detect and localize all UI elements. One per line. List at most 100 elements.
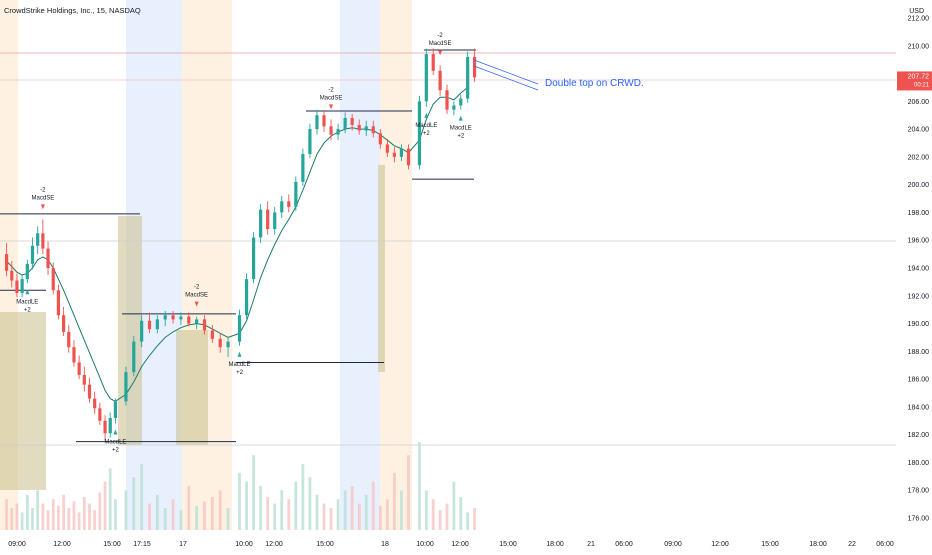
trend-line bbox=[473, 65, 539, 91]
y-tick-label: 196.00 bbox=[908, 238, 930, 245]
candle-body bbox=[237, 315, 242, 342]
x-tick-label: 15:00 bbox=[499, 541, 517, 548]
candle-body bbox=[10, 270, 14, 281]
x-tick-label: 09:00 bbox=[8, 541, 26, 548]
volume-bar bbox=[46, 510, 50, 530]
volume-bar bbox=[329, 508, 333, 530]
signal-value: -2 bbox=[437, 33, 443, 39]
x-tick-label: 06:00 bbox=[876, 541, 894, 548]
volume-bar bbox=[350, 486, 354, 530]
x-tick-label: 10:00 bbox=[235, 541, 253, 548]
candle-body bbox=[364, 126, 368, 131]
strategy-signal[interactable]: MacdLE +2 bbox=[450, 115, 472, 140]
candle-body bbox=[61, 315, 66, 332]
candle-body bbox=[20, 279, 24, 293]
y-tick-label: 200.00 bbox=[908, 182, 930, 189]
arrow-down-icon bbox=[438, 50, 443, 56]
volume-bar bbox=[287, 499, 291, 530]
signal-value: +2 bbox=[112, 448, 120, 454]
candle-body bbox=[329, 126, 333, 135]
arrow-up-icon bbox=[424, 112, 429, 118]
stop-zone bbox=[176, 330, 208, 445]
candle-body bbox=[226, 341, 230, 348]
annotation-text: Double top on CRWD. bbox=[545, 78, 644, 89]
volume-bar bbox=[114, 499, 117, 530]
x-tick-label: 18 bbox=[381, 541, 389, 548]
signal-label: MacdLE bbox=[104, 440, 126, 446]
volume-bar bbox=[322, 503, 326, 530]
y-tick-label: 184.00 bbox=[908, 404, 930, 411]
volume-bar bbox=[203, 501, 206, 530]
volume-bar bbox=[41, 503, 45, 530]
volume-bar bbox=[407, 455, 410, 530]
volume-bar bbox=[445, 503, 449, 530]
candle-body bbox=[87, 384, 92, 399]
volume-bar bbox=[103, 481, 107, 530]
arrow-down-icon bbox=[329, 104, 334, 110]
y-tick-label: 198.00 bbox=[908, 210, 930, 217]
candle-body bbox=[179, 316, 183, 320]
session-band bbox=[380, 0, 412, 530]
stop-zone bbox=[378, 165, 385, 372]
volume-bar bbox=[98, 492, 102, 530]
volume-bar bbox=[301, 464, 305, 530]
currency-label: USD bbox=[909, 8, 924, 15]
strategy-signal[interactable]: -2 MacdSE bbox=[320, 87, 343, 110]
volume-bar bbox=[273, 503, 277, 530]
candle-body bbox=[417, 101, 422, 166]
candle-body bbox=[163, 315, 167, 320]
strategy-signal[interactable]: MacdLE +2 bbox=[415, 112, 437, 137]
x-tick-label: 18:00 bbox=[809, 541, 827, 548]
volume-bar bbox=[393, 472, 396, 530]
candle-body bbox=[103, 420, 107, 434]
x-tick-label: 17:15 bbox=[133, 541, 151, 548]
signal-value: -2 bbox=[40, 187, 46, 193]
candle-body bbox=[301, 154, 305, 182]
volume-bar bbox=[20, 512, 24, 530]
candle-body bbox=[25, 263, 29, 280]
countdown-value: 00:21 bbox=[914, 82, 930, 88]
signal-value: +2 bbox=[457, 134, 465, 140]
volume-bar bbox=[72, 501, 76, 530]
signal-value: -2 bbox=[328, 87, 334, 93]
volume-bar bbox=[280, 490, 284, 530]
signal-label: MacdLE bbox=[450, 126, 472, 132]
candle-body bbox=[445, 90, 449, 110]
x-tick-label: 10:00 bbox=[416, 541, 434, 548]
strategy-signal[interactable]: MacdLE +2 bbox=[104, 429, 126, 454]
x-tick-label: 09:00 bbox=[664, 541, 682, 548]
volume-bar bbox=[179, 510, 183, 530]
volume-bar bbox=[93, 510, 97, 530]
x-tick-label: 15:00 bbox=[103, 541, 121, 548]
volume-bar bbox=[77, 512, 81, 530]
strategy-signal[interactable]: MacdLE +2 bbox=[16, 289, 38, 313]
volume-bar bbox=[357, 503, 361, 530]
y-tick-label: 212.00 bbox=[908, 16, 930, 23]
candle-body bbox=[124, 372, 128, 402]
candle-body bbox=[431, 54, 435, 71]
volume-bar bbox=[171, 499, 175, 530]
volume-bar bbox=[210, 497, 214, 530]
candle-body bbox=[140, 320, 144, 342]
stop-zone bbox=[118, 216, 142, 445]
volume-bar bbox=[82, 497, 86, 530]
strategy-signal[interactable]: -2 MacdSE bbox=[185, 285, 208, 307]
volume-bar bbox=[400, 490, 403, 530]
candle-body bbox=[452, 105, 456, 110]
volume-bar bbox=[31, 508, 34, 530]
volume-bar bbox=[473, 508, 476, 530]
x-tick-label: 21 bbox=[587, 541, 595, 548]
candle-body bbox=[155, 319, 159, 330]
strategy-signal[interactable]: MacdLE +2 bbox=[229, 351, 251, 376]
last-price-value: 207.72 bbox=[908, 73, 930, 80]
strategy-signal[interactable]: -2 MacdSE bbox=[32, 187, 55, 210]
candle-body bbox=[56, 290, 61, 316]
candle-body bbox=[459, 98, 463, 106]
strategy-signal[interactable]: -2 MacdSE bbox=[429, 33, 452, 56]
y-tick-label: 206.00 bbox=[908, 99, 930, 106]
volume-bar bbox=[459, 497, 463, 530]
arrow-up-icon bbox=[458, 115, 463, 121]
session-band bbox=[340, 0, 380, 530]
arrow-down-icon bbox=[194, 301, 199, 307]
